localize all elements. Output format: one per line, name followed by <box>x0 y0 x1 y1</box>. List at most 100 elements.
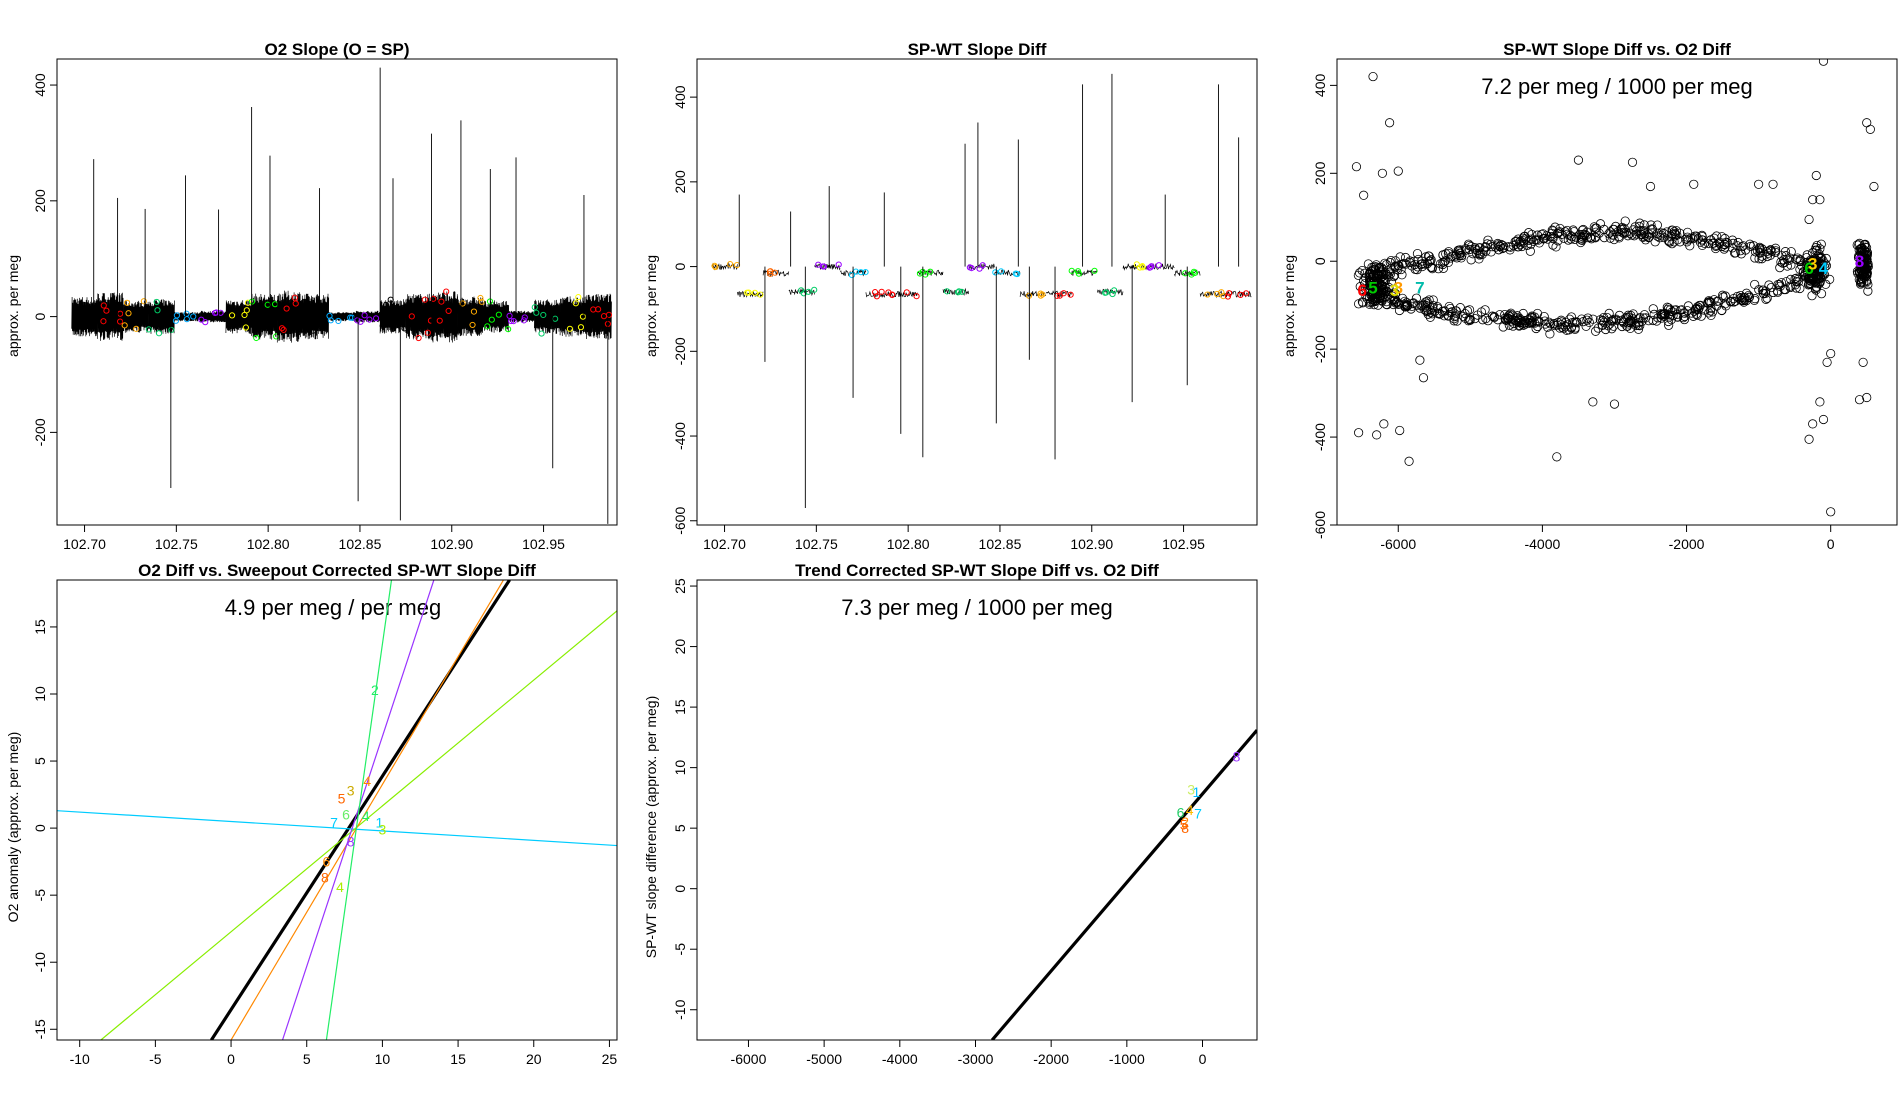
slope-diff-sample-point <box>1213 290 1221 298</box>
o2-slope-sample-point <box>154 307 161 314</box>
scatter-point <box>1738 241 1748 251</box>
scatter-outlier-point <box>1869 181 1879 192</box>
o2-slope-sample-point <box>173 312 181 319</box>
scatter-point <box>1631 318 1641 329</box>
slope-diff-sample-point <box>903 289 910 296</box>
scatter-point <box>1856 244 1866 254</box>
scatter-outlier-point <box>1627 157 1638 167</box>
scatter-outlier-point <box>1689 179 1699 189</box>
scatter-point <box>1433 264 1444 274</box>
slope-diff-sample-point <box>1109 290 1116 298</box>
scatter-point <box>1659 311 1669 322</box>
scatter-point <box>1558 323 1569 333</box>
x-tick-label: 5 <box>303 1051 311 1067</box>
scatter-point <box>1373 269 1384 279</box>
slope-diff-trace-segment <box>1019 290 1047 298</box>
scatter-point <box>1439 306 1450 316</box>
y-tick-label: 200 <box>672 170 688 194</box>
scatter-point <box>1538 234 1548 244</box>
slope-annotation: 7.2 per meg / 1000 per meg <box>1481 74 1753 99</box>
x-tick-label: -5 <box>149 1051 162 1067</box>
scatter-point <box>1791 254 1801 265</box>
scatter-point <box>1635 218 1645 228</box>
group-label: 3 <box>347 783 355 799</box>
o2-slope-sample-point <box>241 311 248 319</box>
scatter-point <box>1427 262 1437 273</box>
y-tick-label: 400 <box>672 85 688 109</box>
scatter-point <box>1648 315 1658 326</box>
scatter-point <box>1777 251 1787 261</box>
slope-diff-sample-point <box>1133 261 1140 268</box>
scatter-point <box>1494 245 1504 255</box>
scatter-point <box>1619 318 1629 328</box>
panel-slope-diff-vs-o2-diff: SP-WT Slope Diff vs. O2 Diff approx. per… <box>1281 40 1898 552</box>
scatter-point <box>1642 231 1652 241</box>
scatter-outlier-point <box>1862 392 1872 403</box>
slope-diff-sample-point <box>1224 293 1232 300</box>
slope-diff-sample-point <box>955 288 963 295</box>
scatter-point <box>1797 261 1807 271</box>
scatter-point <box>1385 258 1395 268</box>
scatter-point <box>1401 259 1411 269</box>
slope-diff-trace-segment <box>917 269 944 277</box>
scatter-point <box>1358 298 1368 308</box>
scatter-point <box>1697 240 1707 250</box>
scatter-point <box>1595 315 1606 325</box>
y-tick-label: 15 <box>32 619 48 635</box>
o2-slope-trace-segment <box>431 291 458 343</box>
scatter-point <box>1354 268 1365 278</box>
scatter-point <box>1811 255 1822 265</box>
panel-o2-slope: O2 Slope (O = SP) approx. per meg 102.70… <box>5 40 618 552</box>
scatter-outlier-point <box>1804 214 1814 225</box>
slope-diff-sample-point <box>1111 287 1118 294</box>
scatter-point <box>1543 234 1553 244</box>
slope-diff-sample-point <box>1147 264 1154 271</box>
scatter-point <box>1682 227 1693 237</box>
scatter-point <box>1451 251 1461 261</box>
scatter-point <box>1641 235 1651 245</box>
o2-slope-sample-point <box>540 311 547 319</box>
scatter-outlier-point <box>1393 166 1403 176</box>
scatter-point <box>1776 257 1786 267</box>
group-label: 8 <box>1181 820 1189 836</box>
slope-diff-sample-point <box>913 293 920 300</box>
scatter-point <box>1533 321 1543 332</box>
x-tick-label: 0 <box>227 1051 235 1067</box>
scatter-point <box>1562 229 1573 239</box>
scatter-point <box>1748 241 1759 251</box>
slope-diff-sample-point <box>862 269 869 276</box>
o2-slope-trace-segment <box>456 296 484 337</box>
group-label: 6 <box>1177 804 1185 820</box>
scatter-point <box>1590 223 1600 233</box>
o2-slope-trace-segment <box>585 293 612 340</box>
scatter-point <box>1379 270 1389 280</box>
scatter-point <box>1506 316 1516 326</box>
fit-line <box>100 610 617 1040</box>
o2-slope-sample-point <box>121 322 128 329</box>
scatter-point <box>1704 308 1714 318</box>
y-tick-label: 5 <box>672 824 688 832</box>
o2-slope-sample-point <box>326 312 333 319</box>
scatter-point <box>1473 310 1483 320</box>
scatter-point <box>1713 296 1724 306</box>
o2-slope-sample-point <box>335 317 342 325</box>
slope-annotation: 4.9 per meg / per meg <box>225 595 441 620</box>
slope-diff-sample-point <box>1182 270 1189 277</box>
scatter-outlier-point <box>1768 179 1778 189</box>
scatter-point <box>1376 267 1386 277</box>
scatter-point <box>1583 313 1593 323</box>
slope-diff-sample-point <box>744 289 751 296</box>
group-label: 8 <box>1233 749 1241 765</box>
scatter-outlier-point <box>1865 124 1875 134</box>
scatter-point <box>1772 286 1783 296</box>
y-tick-label: -10 <box>32 952 48 972</box>
o2-slope-sample-point <box>424 329 431 336</box>
scatter-point <box>1807 291 1817 301</box>
scatter-point <box>1730 296 1741 306</box>
scatter-point <box>1735 294 1745 304</box>
o2-slope-sample-point <box>379 322 386 329</box>
slope-diff-sample-point <box>727 261 734 268</box>
scatter-point <box>1451 311 1461 321</box>
scatter-point <box>1652 220 1662 230</box>
scatter-point <box>1513 234 1523 244</box>
